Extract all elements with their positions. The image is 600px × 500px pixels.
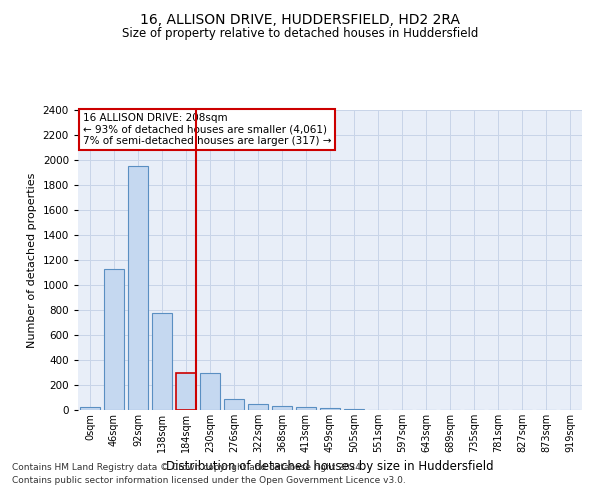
Bar (128, 166, 148, 410)
Bar (152, 312, 172, 410)
Bar (80, 407, 100, 410)
Text: Contains HM Land Registry data © Crown copyright and database right 2024.: Contains HM Land Registry data © Crown c… (12, 464, 364, 472)
Bar (296, 407, 316, 410)
Bar (176, 372, 196, 410)
Bar (224, 399, 244, 410)
Text: Contains public sector information licensed under the Open Government Licence v3: Contains public sector information licen… (12, 476, 406, 485)
Bar (248, 404, 268, 410)
Bar (200, 372, 220, 410)
Y-axis label: Number of detached properties: Number of detached properties (27, 172, 37, 348)
Bar (104, 269, 124, 410)
Bar (320, 408, 340, 410)
Text: 16 ALLISON DRIVE: 208sqm
← 93% of detached houses are smaller (4,061)
7% of semi: 16 ALLISON DRIVE: 208sqm ← 93% of detach… (83, 113, 332, 146)
Text: 16, ALLISON DRIVE, HUDDERSFIELD, HD2 2RA: 16, ALLISON DRIVE, HUDDERSFIELD, HD2 2RA (140, 12, 460, 26)
X-axis label: Distribution of detached houses by size in Huddersfield: Distribution of detached houses by size … (166, 460, 494, 473)
Bar (272, 406, 292, 410)
Text: Size of property relative to detached houses in Huddersfield: Size of property relative to detached ho… (122, 28, 478, 40)
